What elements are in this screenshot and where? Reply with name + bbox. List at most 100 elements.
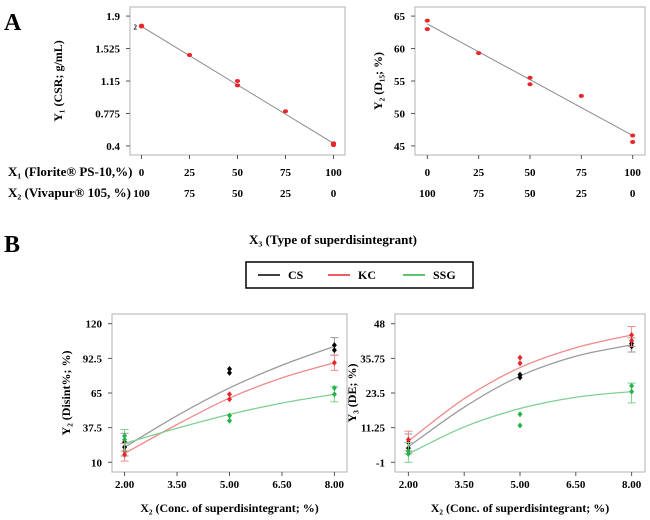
x-tick-label: 2.00 [399, 479, 419, 491]
x-tick-label: 5.00 [510, 479, 530, 491]
data-point-kc [405, 436, 411, 443]
data-point-cs [331, 342, 337, 349]
row-value: 75 [473, 188, 485, 200]
data-point-ssg [405, 450, 411, 457]
y-axis-label: Y₁ (CSR; g/mL) [51, 40, 65, 122]
row-value: 50 [525, 188, 537, 200]
row-value: 25 [473, 167, 485, 179]
y-tick-label: 23.5 [366, 388, 386, 400]
x2-value-row-left: 100 75 50 25 0 [133, 188, 336, 200]
y-tick-label: 48 [374, 319, 386, 331]
row-value: 100 [624, 167, 641, 179]
data-point-cs [227, 366, 232, 373]
data-point-ssg [227, 412, 232, 419]
x-tick-label: 2.00 [115, 479, 135, 491]
legend-title: X₃ (Type of superdisintegrant) [249, 232, 417, 247]
x-tick-label: 8.00 [325, 479, 345, 491]
data-point [234, 79, 241, 83]
data-point-kc [517, 360, 523, 367]
y-tick-label: 60 [394, 44, 406, 56]
legend-label-ssg: SSG [433, 268, 456, 282]
legend-box [245, 261, 474, 289]
chart-csr: 0.4 0.775 1.15 1.525 1.9 Y₁ (CSR; g/mL) 2 [51, 6, 346, 159]
x-axis-label: X₂ (Conc. of superdisintegrant; %) [140, 501, 319, 515]
fit-curve-cs [124, 345, 335, 448]
data-point-kc [517, 354, 523, 361]
row-value: 50 [232, 188, 244, 200]
y-tick-label: 65 [91, 388, 103, 400]
data-point [234, 83, 241, 88]
data-point-cs [331, 347, 337, 354]
y-axis-label: Y₂ (D₁₅; %) [371, 52, 385, 110]
data-point [630, 133, 636, 138]
y-tick-label: 10 [91, 457, 103, 469]
data-point [138, 24, 145, 29]
row-value: 50 [232, 167, 244, 179]
row-value: 100 [133, 188, 150, 200]
data-point-ssg [122, 432, 128, 439]
y-tick-label: 1.9 [106, 11, 120, 23]
x-tick-label: 6.50 [566, 479, 586, 491]
fit-curve-kc [124, 362, 335, 455]
data-point [476, 51, 482, 56]
chart-d15: 45 50 55 60 65 Y₂ (D₁₅; %) [371, 6, 646, 159]
y-tick-label: 35.75 [360, 353, 385, 365]
row-value: 25 [576, 188, 588, 200]
row-value: 75 [576, 167, 588, 179]
x1-axis-label: X₁ (Florite® PS-10,%) [8, 164, 132, 179]
row-value: 100 [325, 167, 342, 179]
data-point [424, 27, 430, 32]
data-point-ssg [629, 388, 635, 395]
y-tick-label: 120 [86, 319, 103, 331]
x-tick-label: 3.50 [455, 479, 475, 491]
data-point [424, 18, 430, 23]
row-value: 0 [139, 167, 145, 179]
data-point [527, 75, 533, 80]
legend-entries: CS KC SSG [258, 268, 456, 282]
data-point-cs [227, 369, 232, 376]
plot-frame [414, 6, 646, 156]
y-tick-label: 11.25 [361, 423, 386, 435]
x-tick-label: 8.00 [622, 479, 642, 491]
row-value: 100 [419, 188, 436, 200]
y-tick-label: 45 [394, 141, 406, 153]
data-point-kc [629, 332, 635, 339]
row-value: 0 [425, 167, 431, 179]
y-axis-label: Y₂ (Disint%; %) [59, 351, 73, 436]
data-point [330, 143, 337, 148]
y-tick-label: 55 [394, 76, 406, 88]
data-point [282, 109, 289, 114]
legend-label-cs: CS [288, 268, 304, 282]
y-tick-label: 92.5 [83, 353, 103, 365]
panel-b-letter: B [4, 232, 20, 258]
data-point-kc [227, 396, 232, 403]
data-point-ssg [629, 382, 635, 389]
y-tick-label: 65 [394, 11, 406, 23]
plot-frame [394, 313, 646, 473]
y-tick-label: 1.15 [101, 76, 121, 88]
data-point-kc [227, 391, 232, 398]
row-value: 0 [630, 188, 636, 200]
x-tick-label: 6.50 [272, 479, 292, 491]
x-tick-label: 3.50 [167, 479, 187, 491]
x2-value-row-right: 100 75 50 25 0 [419, 188, 636, 200]
y-tick-label: 0.775 [95, 108, 120, 120]
x-tick-label: 5.00 [220, 479, 240, 491]
chart-disint: 10 37.5 65 92.5 120 2.00 3.50 5.00 6.50 8.00 Y₂ (D… [59, 313, 348, 515]
data-point [630, 140, 636, 145]
fit-curve-kc [407, 334, 632, 442]
x1-value-row-right: 0 25 50 75 100 [425, 167, 642, 179]
y-axis-label: Y₃ (DE; %) [345, 364, 359, 423]
data-point-ssg [331, 391, 337, 398]
x-axis-label: X₂ (Conc. of superdisintegrant; %) [431, 501, 610, 515]
data-point-ssg [227, 417, 232, 424]
fit-curve-ssg [408, 390, 632, 455]
data-point-ssg [331, 384, 337, 391]
y-tick-label: 1.525 [95, 44, 120, 56]
row-value: 25 [184, 167, 196, 179]
row-value: 0 [331, 188, 337, 200]
row-value: 75 [184, 188, 196, 200]
x2-axis-label: X₂ (Vivapur® 105, %) [8, 185, 131, 200]
data-point [186, 53, 193, 58]
